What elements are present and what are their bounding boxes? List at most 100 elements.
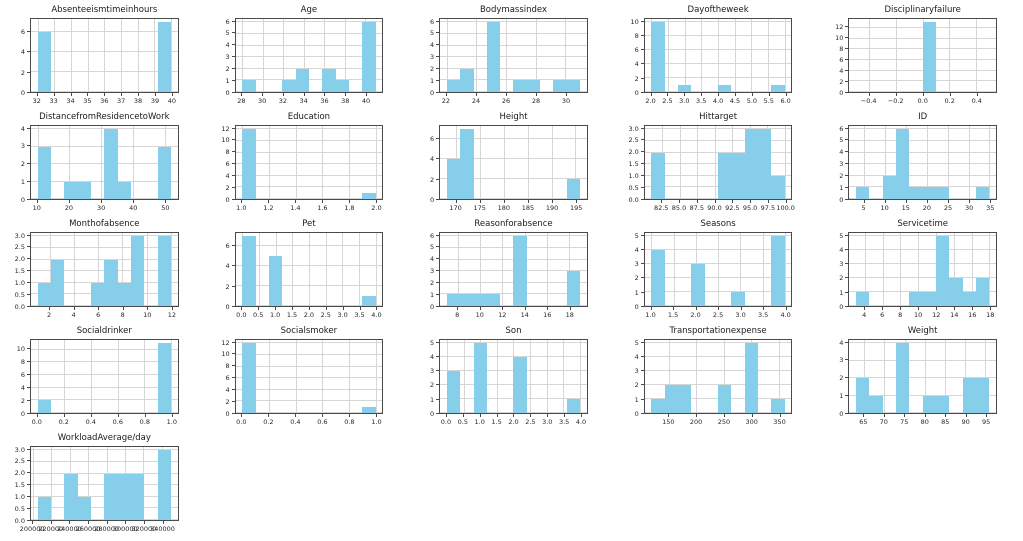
x-tick-mark [32, 521, 34, 524]
x-tick-mark [70, 93, 72, 96]
y-tick-label: 4 [839, 338, 844, 347]
plot-area [30, 339, 179, 414]
y-tick-label: 2 [430, 65, 435, 74]
x-tick-label: 1.0 [371, 418, 382, 426]
y-tick-label: 8 [225, 362, 230, 371]
x-tick-label: 180 [497, 204, 511, 212]
x-tick-mark [345, 93, 347, 96]
x-tick-mark [53, 93, 55, 96]
y-gridline [440, 21, 587, 23]
y-gridline [31, 348, 178, 350]
x-tick-mark [732, 200, 734, 203]
x-tick-mark [165, 200, 167, 203]
y-gridline [440, 138, 587, 140]
y-tick-label: 10 [630, 17, 639, 26]
y-gridline [849, 174, 996, 176]
x-tick-mark [144, 414, 146, 417]
histogram-bar [896, 129, 910, 199]
histogram-bar [922, 22, 937, 92]
x-tick-label: 37 [117, 97, 126, 105]
x-tick-label: 5.0 [746, 97, 758, 105]
y-gridline [440, 33, 587, 35]
x-tick-mark [147, 307, 149, 310]
y-tick-mark [640, 77, 644, 79]
x-tick-label: 150 [662, 418, 675, 426]
histogram-bar [731, 292, 745, 306]
x-tick-label: 0.5 [457, 418, 468, 426]
plot-wrap: 10 20 30 40 50 0 1 2 3 4 [21, 125, 179, 212]
plot-area [439, 339, 588, 414]
x-tick-label: 18 [986, 311, 995, 319]
histogram-panel-distancefromresidencetowork: DistancefromResidencetoWork 10 20 30 40 50 0 1 2… [0, 109, 205, 216]
y-tick-label: 5 [430, 29, 435, 38]
x-gridline [170, 19, 172, 92]
x-gridline [37, 340, 39, 413]
x-tick-mark [900, 307, 902, 310]
y-tick-mark [231, 20, 235, 22]
histogram-bar [335, 80, 349, 92]
x-gridline [348, 126, 350, 199]
x-tick-label: 85.0 [671, 204, 687, 212]
y-tick-label: 0 [634, 410, 639, 418]
x-tick-mark [282, 93, 284, 96]
x-tick-mark [87, 93, 89, 96]
x-tick-label: 3.0 [337, 311, 348, 319]
y-tick-mark [845, 341, 849, 343]
histogram-bar [282, 80, 296, 92]
x-tick-label: 350 [773, 418, 786, 426]
x-gridline [358, 233, 360, 306]
x-tick-label: 0.8 [344, 418, 355, 426]
x-gridline [546, 340, 548, 413]
plot-wrap: 5 10 15 20 25 30 35 0 1 2 3 4 5 6 [839, 125, 997, 212]
y-tick-mark [231, 163, 235, 165]
chart-title: Reasonforabsence [474, 219, 553, 229]
y-tick-mark [845, 263, 849, 265]
x-gridline [325, 233, 327, 306]
x-tick-mark [90, 414, 92, 417]
x-tick-label: 1.0 [166, 418, 177, 426]
plot-wrap: 0.0 0.2 0.4 0.6 0.8 1.0 0 2 4 6 8 10 12 [221, 339, 384, 426]
y-tick-label: 2.0 [14, 469, 25, 478]
x-gridline [242, 19, 244, 92]
histogram-bar [691, 264, 705, 306]
y-tick-label: 5 [430, 338, 435, 347]
histogram-bar [157, 146, 171, 199]
x-gridline [718, 19, 720, 92]
y-gridline [440, 235, 587, 237]
y-tick-mark [231, 413, 235, 414]
chart-title: Servicetime [897, 219, 948, 229]
plot-area [439, 232, 588, 307]
x-gridline [976, 19, 977, 92]
x-tick-label: 170 [449, 204, 462, 212]
chart-title: Socialdrinker [76, 326, 132, 336]
y-tick-label: 0.5 [14, 291, 25, 300]
y-gridline [31, 399, 178, 401]
x-tick-label: 300000 [112, 525, 138, 533]
histogram-bar [922, 187, 937, 199]
x-tick-label: 20 [922, 204, 932, 212]
histogram-bar [37, 282, 51, 306]
histogram-panel-socialsmoker: Socialsmoker 0.0 0.2 0.4 0.6 0.8 1.0 0 2 4 6 8 10 12 [205, 323, 410, 430]
x-tick-mark [36, 200, 38, 203]
x-tick-label: 30 [257, 97, 267, 105]
y-tick-mark [845, 234, 849, 236]
y-tick-mark [231, 377, 235, 379]
y-gridline [849, 342, 996, 344]
x-gridline [714, 126, 716, 199]
y-tick-mark [845, 59, 849, 61]
x-tick-mark [258, 307, 260, 310]
plot-area [234, 232, 384, 307]
histogram-bar [473, 294, 487, 306]
x-tick-mark [241, 93, 243, 96]
x-gridline [98, 233, 100, 306]
y-gridline [644, 128, 792, 130]
y-tick-label: 6 [225, 241, 230, 250]
x-tick-mark [750, 200, 752, 203]
x-gridline [784, 19, 786, 92]
histogram-bar [460, 294, 474, 306]
x-gridline [480, 126, 482, 199]
x-tick-mark [696, 414, 698, 417]
y-gridline [235, 44, 383, 46]
x-tick-mark [924, 414, 926, 417]
